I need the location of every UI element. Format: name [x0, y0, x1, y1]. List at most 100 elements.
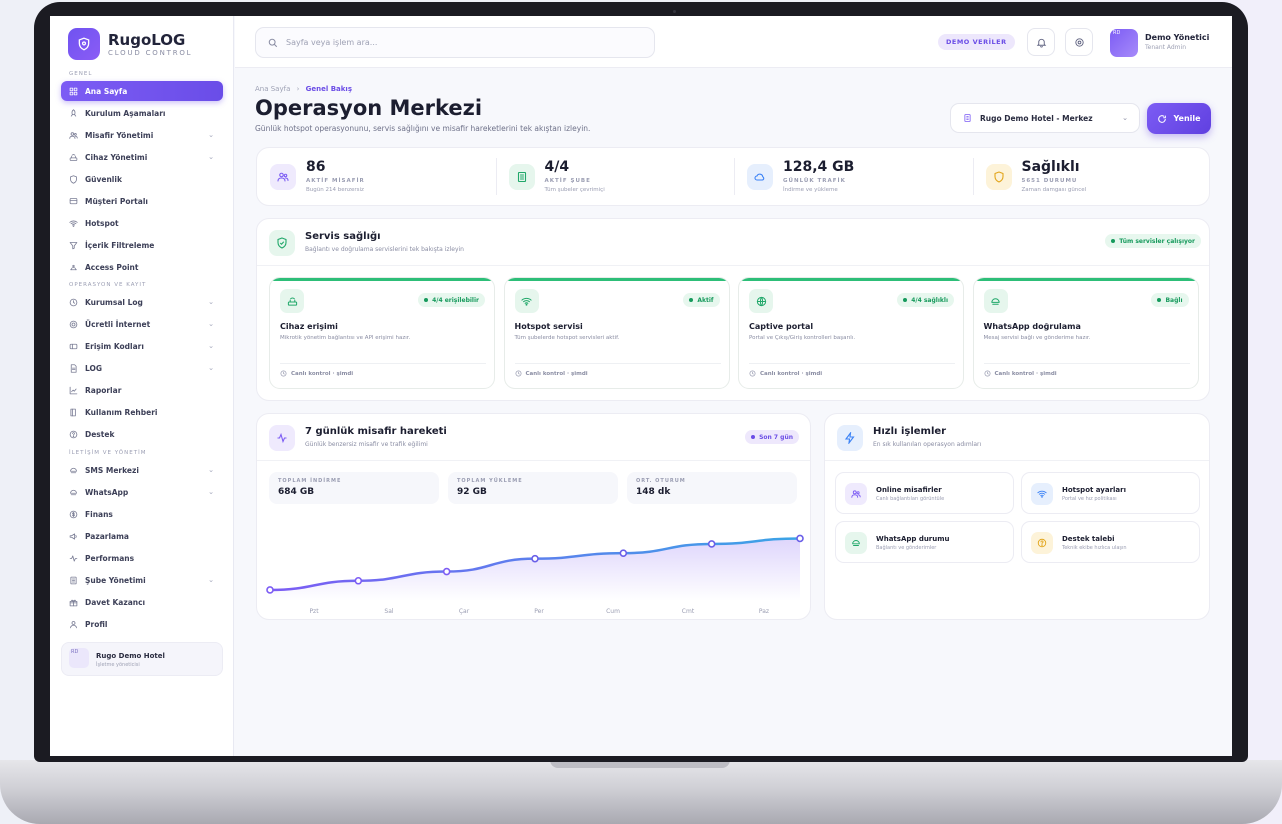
- refresh-button[interactable]: Yenile: [1147, 103, 1211, 134]
- chevron-down-icon: ⌄: [1122, 114, 1128, 122]
- clock-icon: [515, 370, 522, 377]
- chart-point[interactable]: [709, 541, 715, 547]
- sidebar-item-label: Finans: [85, 510, 113, 519]
- sidebar-item-label: Kullanım Rehberi: [85, 408, 157, 417]
- sidebar-item-label: İçerik Filtreleme: [85, 241, 154, 250]
- laptop-base: [0, 760, 1282, 824]
- chart-point[interactable]: [620, 550, 626, 556]
- sidebar-item-performans[interactable]: Performans: [61, 548, 223, 568]
- sidebar-item-kurulum-asamalari[interactable]: Kurulum Aşamaları: [61, 103, 223, 123]
- sidebar-item-ana-sayfa[interactable]: Ana Sayfa: [61, 81, 223, 101]
- service-card-whatsapp-dogrulama[interactable]: Bağlı WhatsApp doğrulama Mesaj servisi bağ…: [973, 277, 1199, 389]
- divider: [515, 363, 721, 364]
- router-icon: [69, 153, 78, 162]
- divider: [749, 363, 955, 364]
- chart-point[interactable]: [797, 535, 803, 541]
- sidebar-item-log[interactable]: LOG ⌄: [61, 358, 223, 378]
- breadcrumb-home[interactable]: Ana Sayfa: [255, 85, 290, 93]
- sidebar-item-sube-yonetimi[interactable]: Şube Yönetimi ⌄: [61, 570, 223, 590]
- stat-5651-durumu: Sağlıklı 5651 DURUMU Zaman damgası güncel: [973, 148, 1211, 205]
- sidebar-item-sms-merkezi[interactable]: SMS Merkezi ⌄: [61, 460, 223, 480]
- chart-point[interactable]: [532, 556, 538, 562]
- search-icon: [268, 38, 278, 48]
- total-value: 148 dk: [636, 487, 670, 497]
- service-health-card: Servis sağlığı Bağlantı ve doğrulama ser…: [256, 218, 1210, 401]
- sidebar-item-kurumsal-log[interactable]: Kurumsal Log ⌄: [61, 292, 223, 312]
- service-card-hotspot-servisi[interactable]: Aktif Hotspot servisi Tüm şubelerde hotspo…: [504, 277, 730, 389]
- notifications-button[interactable]: [1027, 28, 1055, 56]
- service-card-captive-portal[interactable]: 4/4 sağlıklı Captive portal Portal ve Çıkı…: [738, 277, 964, 389]
- service-title: Hotspot servisi: [515, 322, 583, 331]
- sidebar-item-label: Kurumsal Log: [85, 298, 143, 307]
- sidebar-item-raporlar[interactable]: Raporlar: [61, 380, 223, 400]
- quick-action-subtitle: Portal ve hız politikası: [1062, 496, 1117, 502]
- nav-section-communication: İLETİŞİM VE YÖNETİM: [69, 450, 146, 456]
- sidebar-item-label: SMS Merkezi: [85, 466, 139, 475]
- sidebar-item-musteri-portali[interactable]: Müşteri Portalı: [61, 191, 223, 211]
- service-card-cihaz-erisimi[interactable]: 4/4 erişilebilir Cihaz erişimi Mikrotik yö…: [269, 277, 495, 389]
- message-icon: [984, 289, 1008, 313]
- breadcrumb: Ana Sayfa › Genel Bakış: [255, 85, 352, 93]
- chart-point[interactable]: [267, 587, 273, 593]
- quick-actions-title: Hızlı işlemler: [873, 426, 946, 437]
- sidebar-item-label: Şube Yönetimi: [85, 576, 146, 585]
- period-badge[interactable]: Son 7 gün: [745, 430, 799, 444]
- stat-value: 128,4 GB: [783, 159, 854, 175]
- sidebar-item-erisim-kodlari[interactable]: Erişim Kodları ⌄: [61, 336, 223, 356]
- sidebar-item-ucretli-internet[interactable]: Ücretli İnternet ⌄: [61, 314, 223, 334]
- sidebar-item-label: Kurulum Aşamaları: [85, 109, 166, 118]
- chevron-down-icon: ⌄: [208, 488, 214, 496]
- tenant-card[interactable]: RD Rugo Demo Hotel İşletme yöneticisi: [61, 642, 223, 676]
- sidebar-item-access-point[interactable]: Access Point: [61, 257, 223, 277]
- quick-action-title: WhatsApp durumu: [876, 535, 950, 543]
- quick-action-whatsapp-durumu[interactable]: WhatsApp durumu Bağlantı ve gönderimler: [835, 521, 1014, 563]
- quick-action-destek-talebi[interactable]: Destek talebi Teknik ekibe hızlıca ulaşın: [1021, 521, 1200, 563]
- brand[interactable]: RugoLOG CLOUD CONTROL: [68, 28, 192, 60]
- sidebar-item-label: Destek: [85, 430, 114, 439]
- user-role: Tenant Admin: [1145, 44, 1186, 51]
- quick-action-online-misafirler[interactable]: Online misafirler Canlı bağlantıları görü…: [835, 472, 1014, 514]
- sidebar-item-finans[interactable]: Finans: [61, 504, 223, 524]
- chart-point[interactable]: [355, 578, 361, 584]
- message-icon: [845, 532, 867, 554]
- sidebar-item-profil[interactable]: Profil: [61, 614, 223, 634]
- quick-action-hotspot-ayarlari[interactable]: Hotspot ayarları Portal ve hız politikası: [1021, 472, 1200, 514]
- chart-point[interactable]: [444, 569, 450, 575]
- sidebar-item-hotspot[interactable]: Hotspot: [61, 213, 223, 233]
- status-bar: [974, 278, 1198, 281]
- chevron-down-icon: ⌄: [208, 576, 214, 584]
- sidebar-item-misafir-yonetimi[interactable]: Misafir Yönetimi ⌄: [61, 125, 223, 145]
- rocket-icon: [69, 109, 78, 118]
- total-ort-oturum: ORT. OTURUM 148 dk: [627, 472, 797, 504]
- wifi-icon: [1031, 483, 1053, 505]
- building-icon: [963, 113, 972, 123]
- settings-button[interactable]: [1065, 28, 1093, 56]
- sidebar-item-whatsapp[interactable]: WhatsApp ⌄: [61, 482, 223, 502]
- sidebar-item-cihaz-yonetimi[interactable]: Cihaz Yönetimi ⌄: [61, 147, 223, 167]
- sidebar-item-destek[interactable]: Destek: [61, 424, 223, 444]
- sidebar-item-label: Ücretli İnternet: [85, 320, 150, 329]
- sidebar-item-label: Davet Kazancı: [85, 598, 145, 607]
- branch-select[interactable]: Rugo Demo Hotel - Merkez ⌄: [950, 103, 1140, 133]
- breadcrumb-separator: ›: [297, 85, 300, 93]
- sidebar-item-guvenlik[interactable]: Güvenlik: [61, 169, 223, 189]
- sidebar-item-icerik-filtreleme[interactable]: İçerik Filtreleme: [61, 235, 223, 255]
- quick-action-title: Destek talebi: [1062, 535, 1115, 543]
- chevron-down-icon: ⌄: [208, 364, 214, 372]
- chevron-down-icon: ⌄: [208, 153, 214, 161]
- sidebar-item-label: Performans: [85, 554, 134, 563]
- sidebar-item-kullanim-rehberi[interactable]: Kullanım Rehberi: [61, 402, 223, 422]
- search-input[interactable]: [286, 38, 616, 47]
- sidebar-item-davet-kazanci[interactable]: Davet Kazancı: [61, 592, 223, 612]
- user-name[interactable]: Demo Yönetici: [1145, 33, 1209, 42]
- sidebar-item-label: Access Point: [85, 263, 138, 272]
- refresh-label: Yenile: [1173, 114, 1200, 123]
- stat-label: AKTİF MİSAFİR: [306, 178, 365, 184]
- search-box[interactable]: [255, 27, 655, 58]
- user-avatar[interactable]: RD: [1110, 29, 1138, 57]
- service-status-badge: Bağlı: [1151, 293, 1188, 307]
- tenant-avatar: RD: [69, 648, 89, 668]
- sidebar-item-pazarlama[interactable]: Pazarlama: [61, 526, 223, 546]
- wifi-icon: [515, 289, 539, 313]
- service-description: Portal ve Çıkış/Giriş kontrolleri başarı…: [749, 335, 855, 341]
